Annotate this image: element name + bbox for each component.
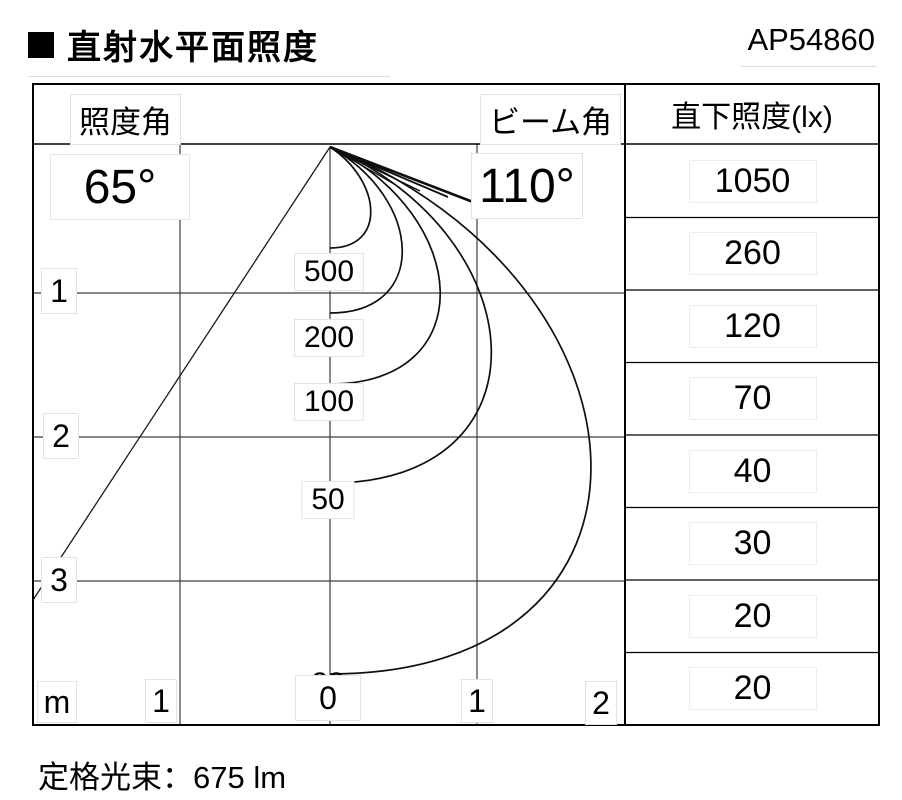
table-row: 1050 — [626, 145, 879, 218]
illuminance-value: 120 — [688, 304, 817, 348]
table-row: 260 — [626, 218, 879, 291]
header-illuminance-angle: 照度角 — [70, 94, 181, 145]
curve-label-100: 100 — [293, 383, 365, 421]
table-row: 20 — [626, 580, 879, 653]
illuminance-angle-line — [32, 146, 331, 601]
header-beam-angle: ビーム角 — [480, 94, 622, 145]
table-row: 20 — [626, 653, 879, 726]
x-tick-0: 0 — [295, 675, 361, 721]
page-title: 直射水平面照度 — [28, 20, 390, 77]
isolux-curve-20 — [329, 146, 592, 675]
table-row: 120 — [626, 290, 879, 363]
value-table-row-lines — [626, 216, 878, 654]
curve-label-50: 50 — [301, 481, 355, 519]
illuminance-value: 260 — [688, 232, 817, 276]
illuminance-angle-label: 65° — [50, 154, 190, 220]
y-tick-2: 2 — [43, 413, 79, 459]
page-title-text: 直射水平面照度 — [67, 29, 319, 67]
title-bullet-icon — [28, 31, 54, 58]
y-tick-3: 3 — [41, 557, 77, 603]
header-direct-illuminance: 直下照度(lx) — [671, 101, 833, 134]
gridlines — [34, 144, 624, 724]
beam-angle-label: 110° — [471, 153, 583, 219]
illuminance-value: 40 — [688, 449, 817, 493]
x-tick-1-left: 1 — [145, 679, 177, 723]
illuminance-value: 30 — [688, 522, 817, 566]
x-tick-1-right: 1 — [461, 679, 493, 723]
illuminance-value: 1050 — [688, 159, 817, 203]
y-tick-1: 1 — [41, 268, 77, 314]
direct-illuminance-table: 1050 260 120 70 40 30 20 20 — [626, 145, 879, 725]
illuminance-value: 20 — [688, 667, 817, 711]
rated-luminous-flux: 定格光束：675 lm — [38, 760, 287, 795]
illuminance-value: 20 — [688, 594, 817, 638]
isolux-curve-100 — [329, 146, 442, 385]
illuminance-value: 70 — [688, 377, 817, 421]
x-tick-m: m — [37, 681, 77, 723]
table-row: 70 — [626, 363, 879, 436]
isolux-curve-50 — [329, 146, 493, 484]
isolux-curve-200 — [329, 146, 404, 314]
curve-label-200: 200 — [293, 319, 365, 357]
beam-angle-fan — [329, 145, 474, 204]
curve-label-500: 500 — [293, 253, 365, 291]
isolux-curve-500 — [329, 146, 372, 249]
product-code: AP54860 — [741, 22, 877, 67]
isolux-curves — [329, 146, 592, 675]
table-row: 30 — [626, 508, 879, 581]
x-tick-2: 2 — [585, 681, 617, 725]
table-row: 40 — [626, 435, 879, 508]
